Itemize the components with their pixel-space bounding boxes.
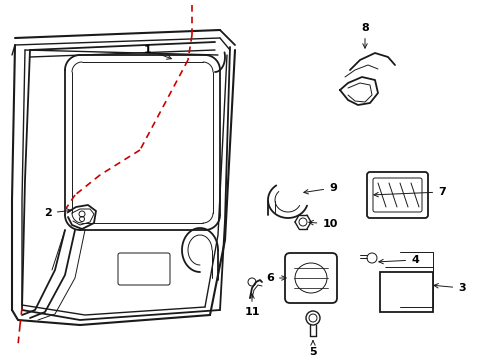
Text: 4: 4 [378,255,418,265]
Text: 3: 3 [433,283,465,293]
Text: 1: 1 [144,45,171,59]
Text: 2: 2 [44,208,71,218]
Text: 7: 7 [373,187,445,197]
Text: 10: 10 [308,219,337,229]
Text: 6: 6 [265,273,285,283]
Text: 11: 11 [244,294,259,317]
Text: 8: 8 [360,23,368,48]
Text: 9: 9 [303,183,336,194]
Text: 5: 5 [308,341,316,357]
